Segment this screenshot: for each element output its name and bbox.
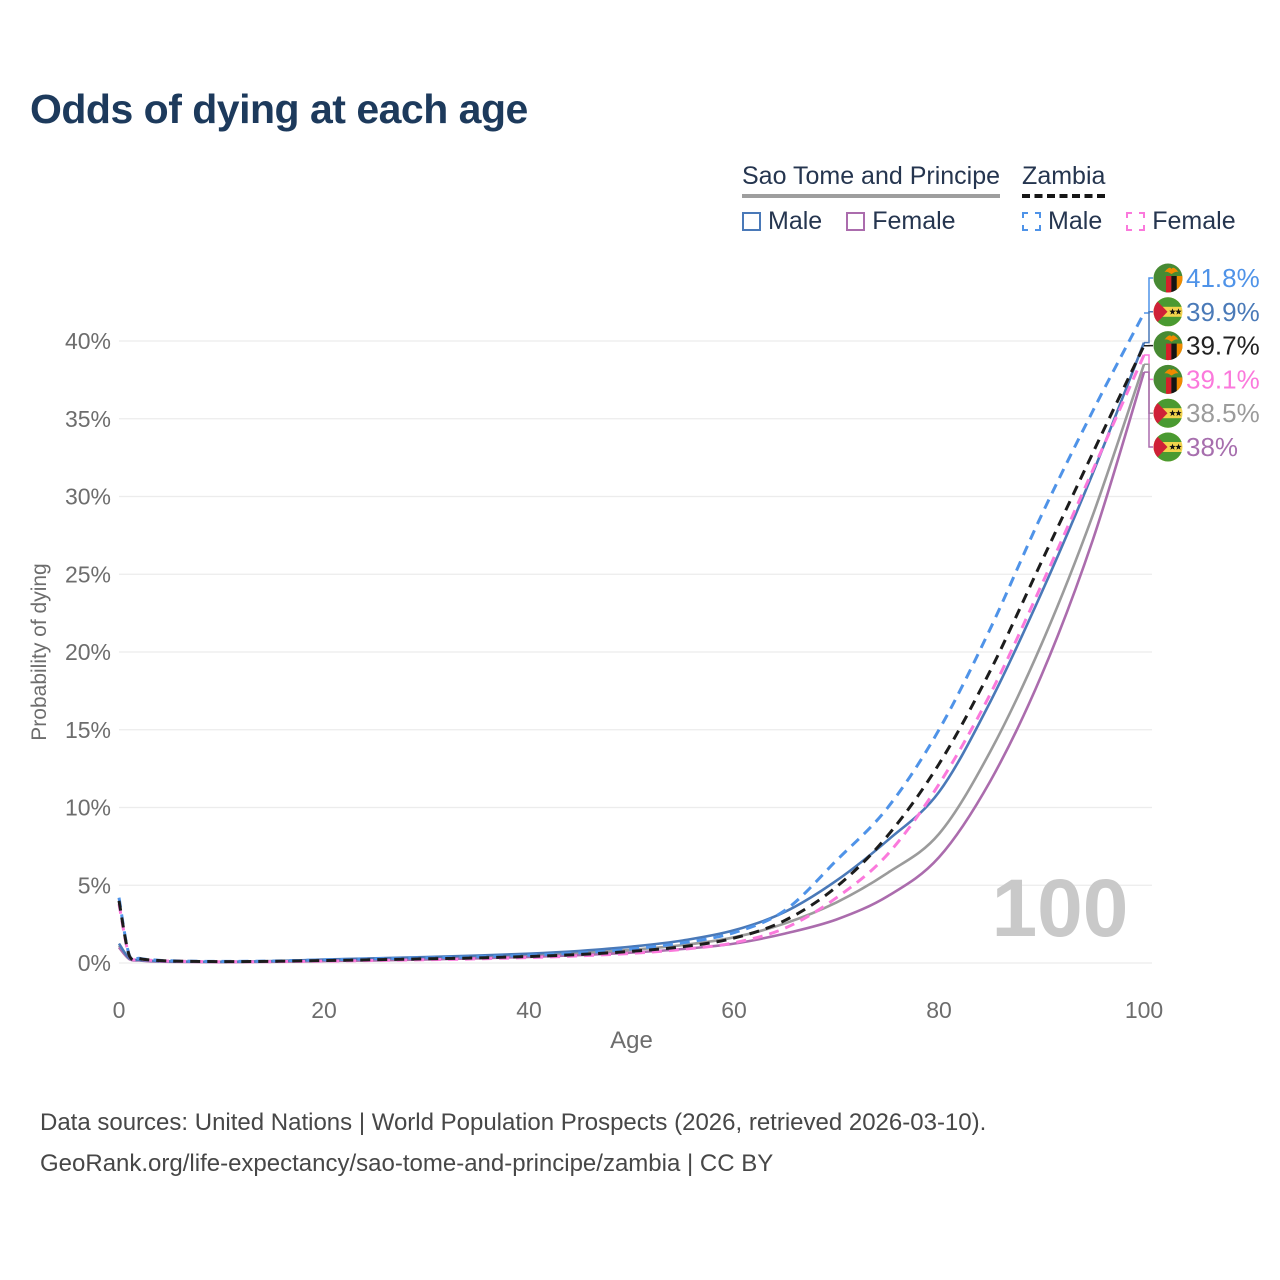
end-value-label-zm-female: 39.1% [1186, 364, 1260, 394]
y-tick-label: 10% [65, 795, 111, 821]
legend-country-zambia[interactable]: Zambia [1022, 162, 1106, 198]
label-leader-stp-male [1144, 311, 1153, 344]
y-axis-title: Probability of dying [28, 563, 51, 740]
x-tick-label: 60 [721, 997, 747, 1023]
legend-items-zambia: Male Female [1022, 207, 1236, 236]
label-leader-zm-male [1144, 277, 1153, 314]
legend-item-stp-female[interactable]: Female [846, 207, 956, 236]
legend: Sao Tome and Principe Male Female Zambia… [742, 162, 1236, 236]
series-line-zm-male[interactable] [117, 312, 1146, 963]
x-axis-title: Age [610, 1027, 653, 1054]
legend-group-sao-tome-and-principe: Sao Tome and Principe Male Female [742, 162, 1001, 236]
line-swatch-stp-female-icon [846, 212, 866, 231]
line-swatch-zambia-male-icon [1022, 212, 1042, 231]
legend-item-zambia-female[interactable]: Female [1126, 207, 1236, 236]
series-line-stp-both[interactable] [117, 363, 1146, 964]
x-tick-label: 100 [1125, 997, 1163, 1023]
y-tick-label: 30% [65, 484, 111, 510]
legend-country-sao-tome-and-principe[interactable]: Sao Tome and Principe [742, 162, 1001, 198]
legend-item-label: Female [872, 207, 956, 235]
page-title: Odds of dying at each age [30, 86, 528, 132]
y-tick-label: 5% [78, 872, 111, 898]
series-line-zm-female[interactable] [117, 354, 1146, 964]
flag-sao-tome-and-principe-icon [1153, 432, 1183, 462]
y-tick-label: 35% [65, 406, 111, 432]
flag-sao-tome-and-principe-icon [1153, 398, 1183, 428]
flag-zambia-icon [1153, 331, 1183, 361]
age-watermark: 100 [992, 863, 1129, 954]
legend-item-zambia-male[interactable]: Male [1022, 207, 1102, 236]
y-tick-label: 25% [65, 561, 111, 587]
x-tick-label: 80 [926, 997, 952, 1023]
series-line-zm-both[interactable] [117, 345, 1146, 964]
end-value-label-stp-male: 39.9% [1186, 297, 1260, 327]
data-source-line: Data sources: United Nations | World Pop… [40, 1109, 987, 1136]
x-tick-label: 0 [113, 997, 126, 1023]
series-line-stp-female[interactable] [117, 371, 1146, 964]
legend-item-label: Male [1048, 207, 1103, 235]
end-value-label-stp-both: 38.5% [1186, 398, 1260, 428]
label-leader-stp-female [1144, 371, 1153, 448]
y-tick-label: 15% [65, 717, 111, 743]
end-value-label-zm-male: 41.8% [1186, 263, 1260, 293]
y-tick-label: 20% [65, 639, 111, 665]
x-tick-label: 20 [311, 997, 337, 1023]
legend-item-label: Female [1152, 207, 1236, 235]
y-tick-label: 40% [65, 328, 111, 354]
legend-item-stp-male[interactable]: Male [742, 207, 822, 236]
x-tick-label: 40 [516, 997, 542, 1023]
chart-footer: Data sources: United Nations | World Pop… [40, 1102, 986, 1184]
end-value-label-zm-both: 39.7% [1186, 331, 1260, 361]
line-swatch-zambia-female-icon [1126, 212, 1146, 231]
legend-group-zambia: Zambia Male Female [1022, 162, 1236, 236]
attribution-line: GeoRank.org/life-expectancy/sao-tome-and… [40, 1150, 774, 1177]
flag-zambia-icon [1153, 263, 1183, 293]
legend-item-label: Male [768, 207, 823, 235]
flag-sao-tome-and-principe-icon [1153, 297, 1183, 327]
legend-items-sao-tome: Male Female [742, 207, 1000, 236]
end-value-label-stp-female: 38% [1186, 432, 1238, 462]
line-swatch-stp-male-icon [742, 212, 761, 231]
y-tick-label: 0% [78, 950, 111, 976]
flag-zambia-icon [1153, 364, 1183, 394]
series-line-stp-male[interactable] [117, 342, 1146, 964]
